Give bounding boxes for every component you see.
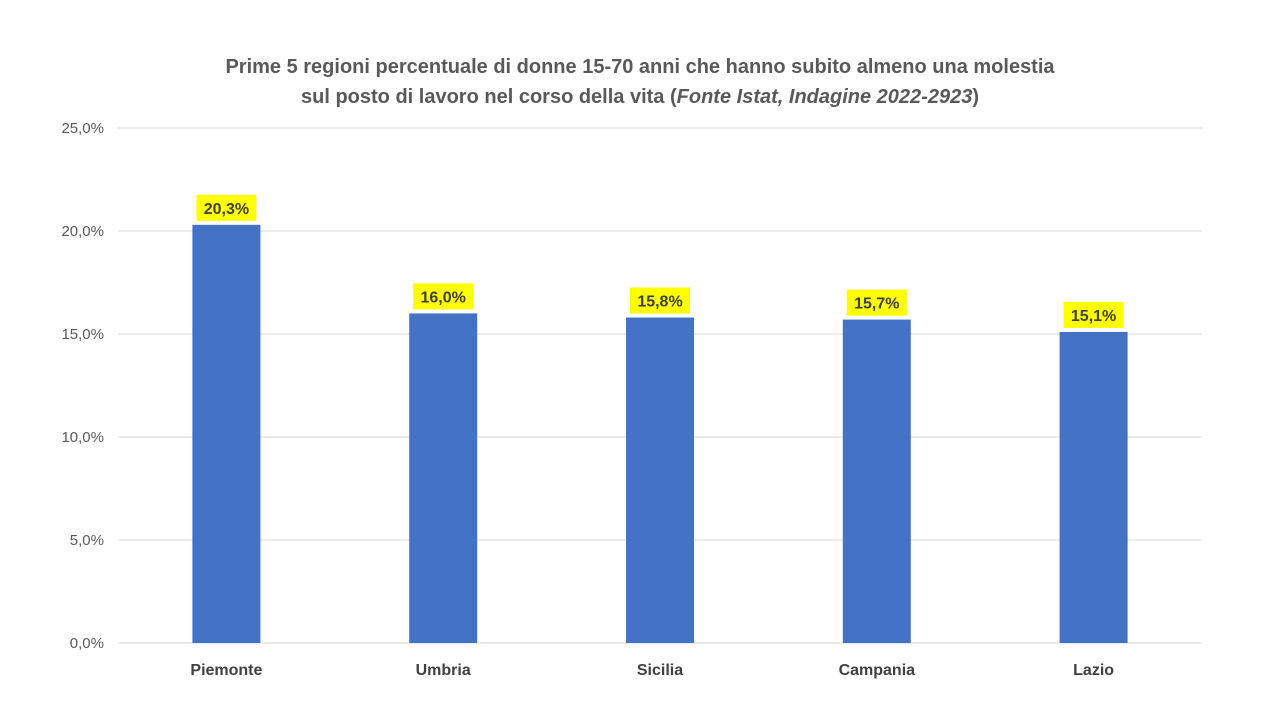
- bar-lazio: [1059, 331, 1128, 643]
- data-label-highlight: [1063, 301, 1124, 328]
- data-label: 15,8%: [637, 294, 682, 311]
- data-label: 15,1%: [1071, 308, 1116, 325]
- data-label-highlight: [630, 287, 690, 314]
- x-axis-categories: Piemonte Umbria Sicilia Campania Lazio: [190, 662, 1114, 679]
- chart-title: Prime 5 regioni percentuale di donne 15-…: [0, 52, 1280, 112]
- data-labels: 20,3% 16,0% 15,8% 15,7% 15,1%: [196, 194, 1124, 328]
- data-label-highlight: [846, 289, 907, 316]
- category-label: Umbria: [416, 662, 471, 679]
- bar-sicilia: [626, 317, 694, 643]
- y-tick-label: 20,0%: [61, 223, 104, 240]
- y-tick-label: 15,0%: [61, 326, 104, 343]
- bar-campania: [842, 319, 911, 643]
- y-tick-label: 25,0%: [61, 120, 104, 137]
- chart-title-source: Fonte Istat, Indagine 2022-2923: [676, 86, 973, 108]
- y-axis-ticks: 0,0% 5,0% 10,0% 15,0% 20,0% 25,0%: [61, 120, 104, 652]
- chart-title-line1: Prime 5 regioni percentuale di donne 15-…: [225, 56, 1055, 78]
- data-label-highlight: [196, 194, 257, 221]
- bars: [192, 224, 1128, 643]
- category-label: Sicilia: [637, 662, 683, 679]
- chart-title-close: ): [972, 86, 979, 108]
- category-label: Campania: [839, 662, 916, 679]
- bar-piemonte: [192, 224, 261, 643]
- y-tick-label: 5,0%: [70, 532, 104, 549]
- category-label: Piemonte: [190, 662, 262, 679]
- data-label: 15,7%: [854, 296, 899, 313]
- category-label: Lazio: [1073, 662, 1114, 679]
- bar-umbria: [409, 313, 478, 643]
- y-tick-label: 10,0%: [61, 429, 104, 446]
- data-label: 16,0%: [421, 289, 466, 306]
- y-tick-label: 0,0%: [70, 635, 104, 652]
- chart-title-line2-text: sul posto di lavoro nel corso della vita…: [301, 86, 677, 108]
- chart-title-line2: sul posto di lavoro nel corso della vita…: [0, 82, 1280, 112]
- data-label-highlight: [413, 283, 474, 310]
- data-label: 20,3%: [204, 201, 249, 218]
